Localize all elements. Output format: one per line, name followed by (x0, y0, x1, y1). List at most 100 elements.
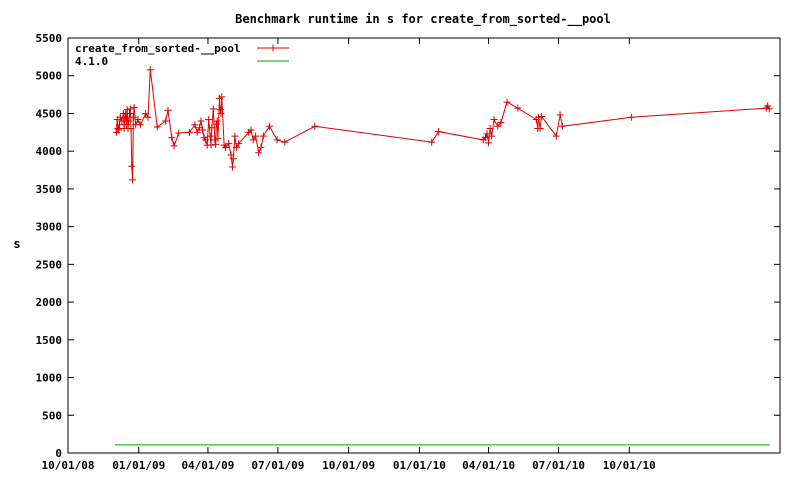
data-point (123, 106, 131, 114)
data-point (229, 163, 237, 171)
data-point (503, 98, 511, 106)
data-point (273, 136, 281, 144)
data-point (164, 106, 172, 114)
y-tick-label: 1500 (36, 334, 63, 347)
x-tick-label: 10/01/10 (603, 459, 656, 472)
data-point (207, 141, 215, 149)
data-point (202, 136, 210, 144)
data-point (257, 143, 265, 151)
data-point (115, 126, 123, 134)
data-point (217, 109, 225, 117)
x-tick-label: 10/01/08 (42, 459, 95, 472)
data-point (231, 132, 239, 140)
data-point (122, 121, 130, 129)
x-tick-label: 07/01/09 (251, 459, 304, 472)
y-tick-label: 500 (42, 409, 62, 422)
data-point (127, 125, 135, 133)
data-point (213, 117, 221, 125)
data-point (144, 113, 152, 121)
data-point (247, 126, 255, 134)
data-point (126, 105, 134, 113)
data-point (116, 121, 124, 129)
y-tick-label: 1000 (36, 372, 63, 385)
chart-title: Benchmark runtime in s for create_from_s… (235, 12, 611, 27)
data-point (205, 115, 213, 123)
data-point (216, 106, 224, 114)
data-point (146, 66, 154, 74)
y-tick-label: 4000 (36, 145, 63, 158)
data-point (206, 132, 214, 140)
data-point (211, 136, 219, 144)
x-tick-label: 01/01/09 (112, 459, 165, 472)
data-point (222, 143, 230, 151)
data-point (252, 132, 260, 140)
data-point (435, 128, 443, 136)
data-point (168, 134, 176, 142)
x-tick-label: 04/01/09 (181, 459, 234, 472)
data-point (552, 132, 560, 140)
data-point (628, 113, 636, 121)
data-point (212, 120, 220, 128)
x-tick-label: 07/01/10 (532, 459, 585, 472)
data-point (185, 128, 193, 136)
x-axis: 10/01/08 01/01/09 04/01/09 07/01/09 10/01/09… (42, 38, 656, 472)
data-point (225, 140, 233, 148)
y-tick-label: 3500 (36, 183, 63, 196)
data-point (485, 139, 493, 147)
data-point (209, 105, 217, 113)
series-layer (112, 66, 773, 446)
data-point (208, 124, 216, 132)
data-point (494, 122, 502, 130)
data-point (255, 149, 263, 157)
data-point (765, 105, 773, 113)
data-point (227, 151, 235, 159)
data-point (558, 122, 566, 130)
data-point (129, 176, 137, 184)
y-axis: 0 500 1000 1500 2000 2500 3000 3500 4000 4500 5000… (36, 32, 780, 460)
y-tick-label: 2500 (36, 258, 63, 271)
data-point (162, 117, 170, 125)
legend-marker (269, 44, 277, 52)
data-point (514, 104, 522, 112)
legend-label: 4.1.0 (75, 55, 108, 68)
data-point (556, 111, 564, 119)
data-point (229, 155, 237, 163)
data-point (488, 132, 496, 140)
y-tick-label: 5500 (36, 32, 63, 45)
data-point (136, 121, 144, 129)
data-point (486, 125, 494, 133)
data-point (128, 162, 136, 170)
data-point (311, 122, 319, 130)
data-point (497, 119, 505, 127)
data-point (281, 138, 289, 146)
data-point (175, 129, 183, 137)
data-point (259, 132, 267, 140)
data-point (142, 109, 150, 117)
series-line-0 (115, 69, 770, 180)
data-point (428, 138, 436, 146)
y-tick-label: 2000 (36, 296, 63, 309)
x-tick-label: 10/01/09 (322, 459, 375, 472)
y-axis-label: s (13, 237, 20, 251)
data-point (536, 125, 544, 133)
data-point (212, 140, 220, 148)
data-point (214, 134, 222, 142)
data-point (249, 136, 257, 144)
data-point (118, 117, 126, 125)
data-point (265, 122, 273, 130)
data-point (134, 115, 142, 123)
data-point (218, 93, 226, 101)
data-point (193, 128, 201, 136)
data-point (114, 125, 122, 133)
data-point (197, 117, 205, 125)
data-point (535, 113, 543, 121)
data-point (764, 102, 772, 110)
data-point (125, 117, 133, 125)
data-point (483, 130, 491, 138)
data-point (121, 113, 129, 121)
data-point (191, 121, 199, 129)
data-point (482, 134, 490, 142)
y-tick-label: 3000 (36, 221, 63, 234)
